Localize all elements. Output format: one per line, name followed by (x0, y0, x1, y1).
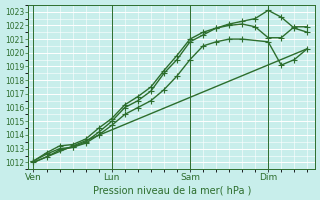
X-axis label: Pression niveau de la mer( hPa ): Pression niveau de la mer( hPa ) (92, 185, 251, 195)
